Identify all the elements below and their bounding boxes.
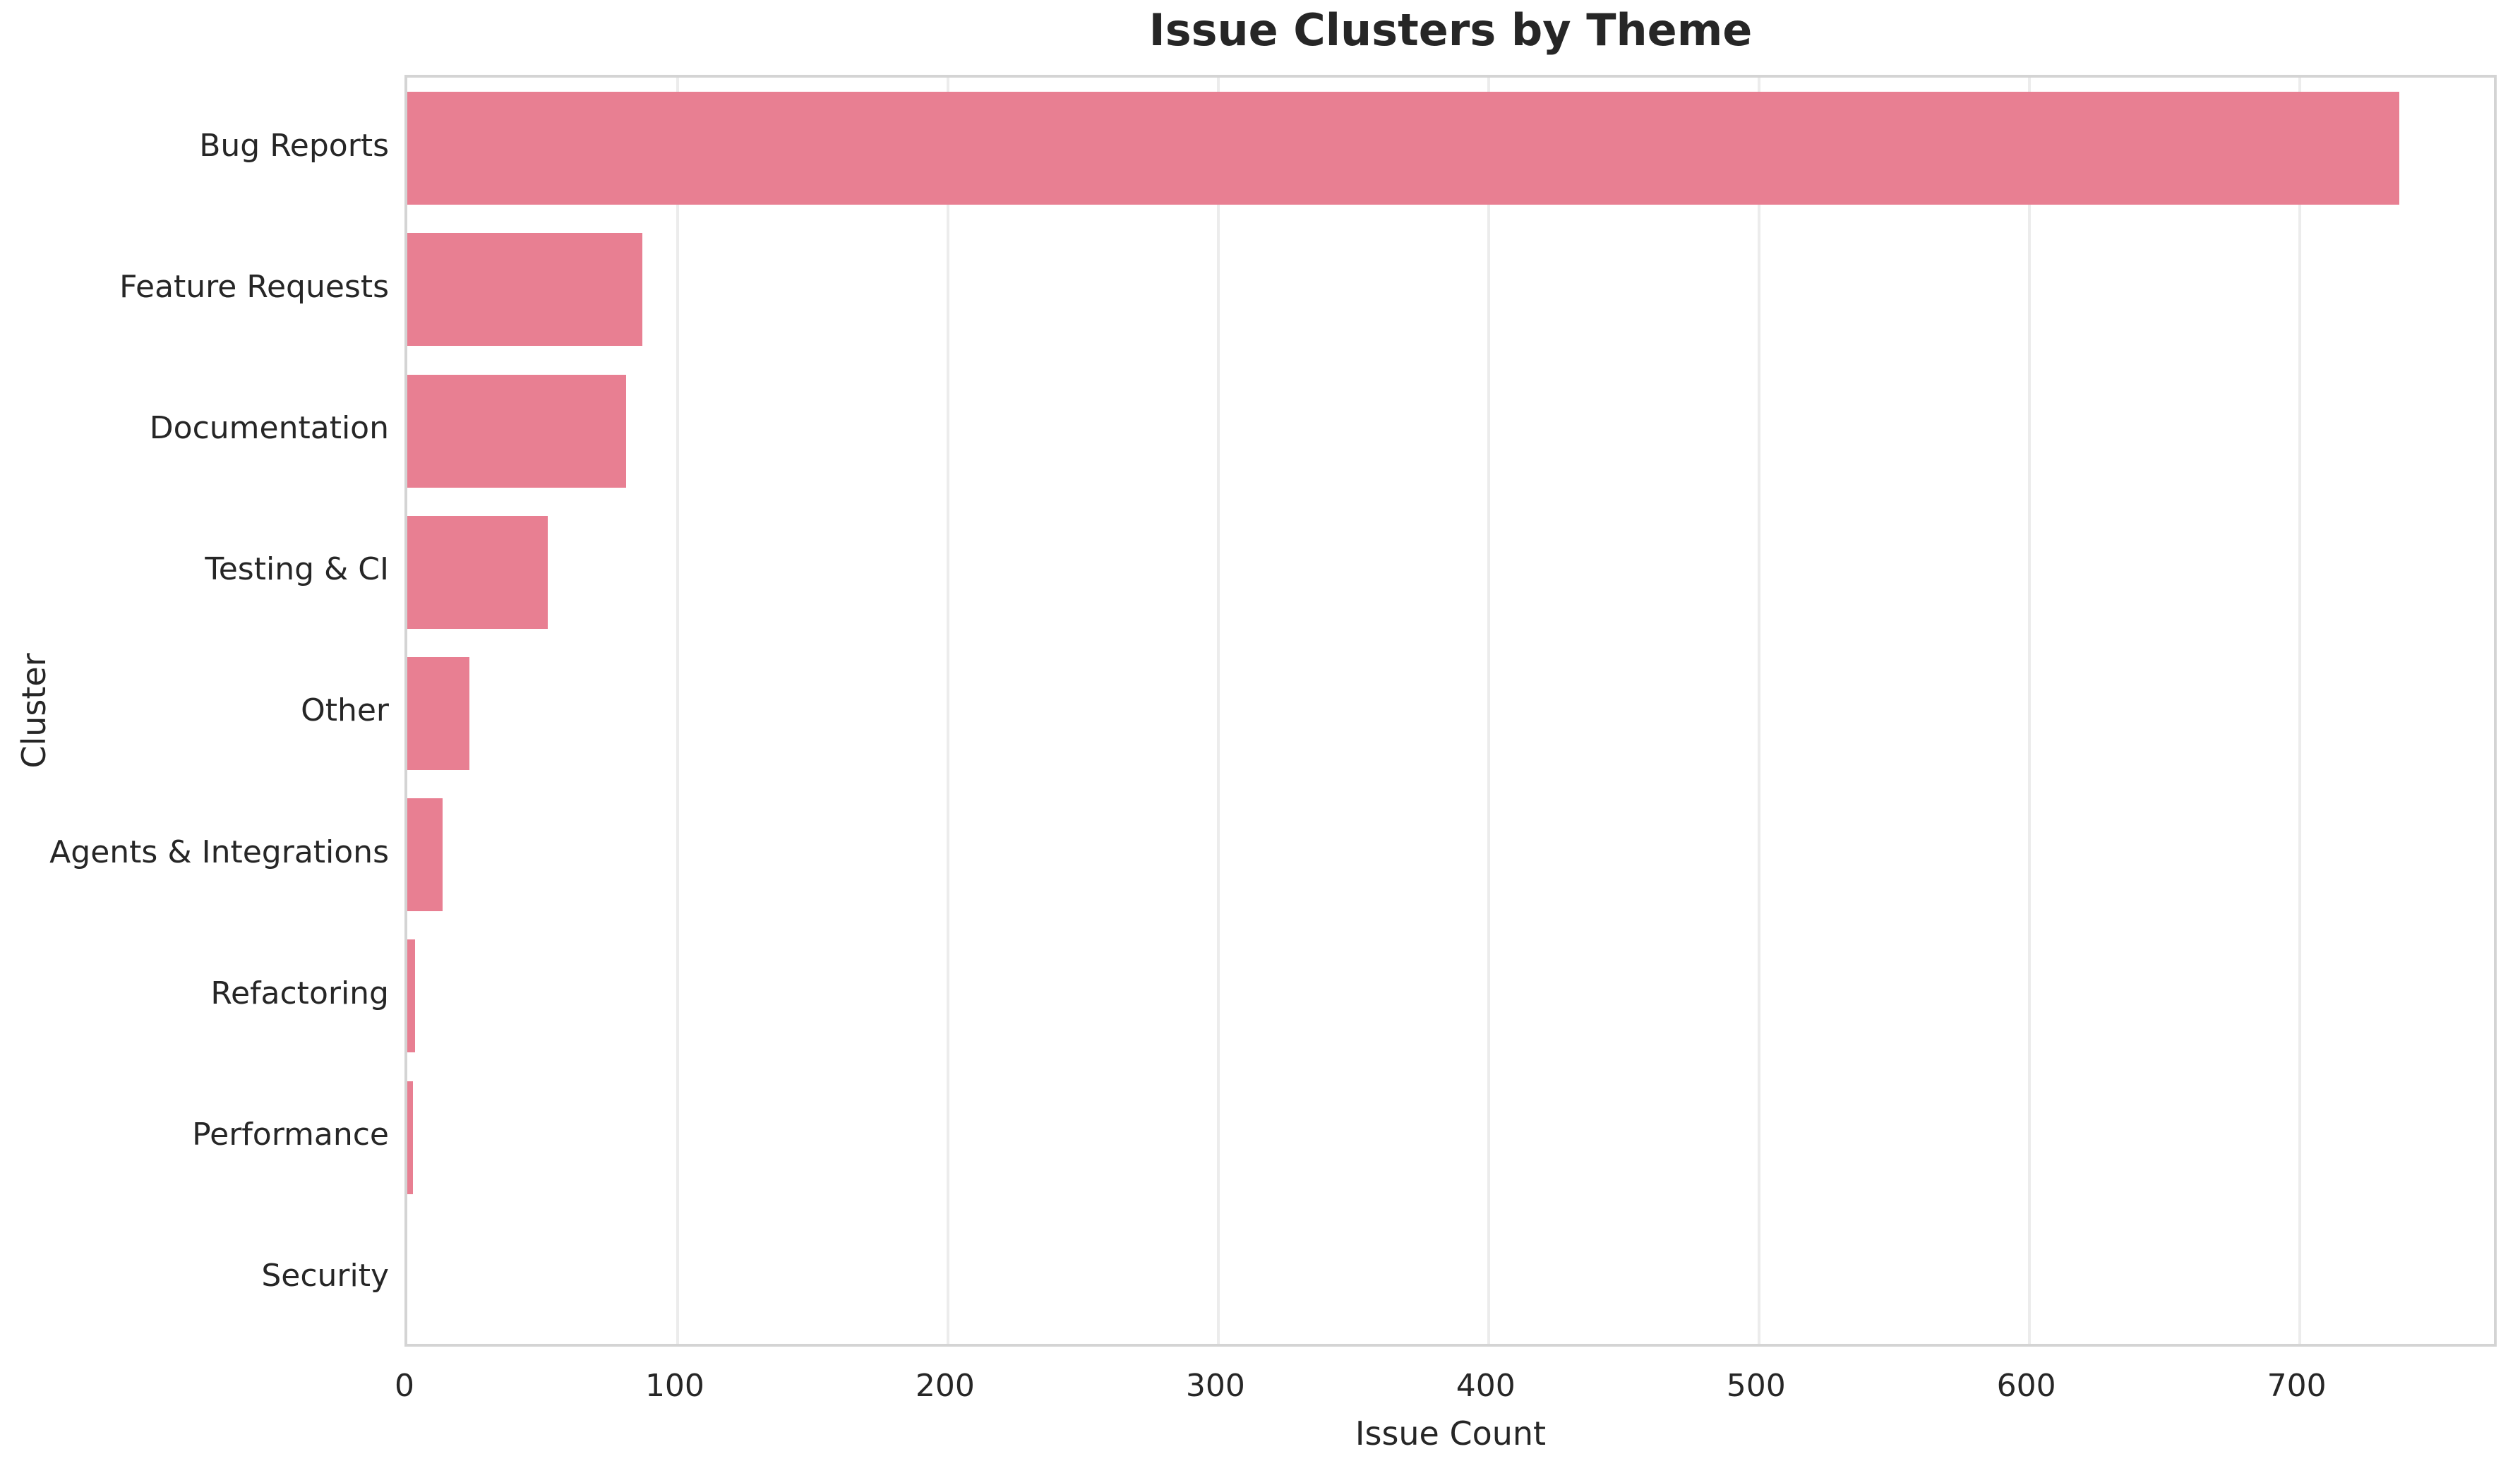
y-tick-label-refactoring: Refactoring <box>210 975 389 1011</box>
y-tick-label-agents-integrations: Agents & Integrations <box>49 834 389 870</box>
bar-feature-requests <box>407 233 642 346</box>
x-tick-label-100: 100 <box>644 1368 704 1404</box>
gridline-x-100 <box>676 78 679 1344</box>
x-axis-label: Issue Count <box>1355 1414 1547 1453</box>
x-tick-label-300: 300 <box>1185 1368 1245 1404</box>
y-tick-label-feature-requests: Feature Requests <box>119 268 389 305</box>
x-tick-label-600: 600 <box>1996 1368 2056 1404</box>
gridline-x-500 <box>1757 78 1760 1344</box>
bar-documentation <box>407 375 626 488</box>
x-tick-label-500: 500 <box>1726 1368 1786 1404</box>
y-tick-label-other: Other <box>301 692 389 729</box>
y-tick-label-performance: Performance <box>192 1117 389 1153</box>
gridline-x-600 <box>2027 78 2031 1344</box>
gridline-x-300 <box>1216 78 1220 1344</box>
bar-agents-integrations <box>407 798 443 911</box>
bar-other <box>407 657 469 770</box>
bar-performance <box>407 1081 413 1194</box>
x-tick-label-700: 700 <box>2267 1368 2327 1404</box>
gridline-x-700 <box>2298 78 2301 1344</box>
plot-area <box>404 75 2497 1347</box>
bar-bug-reports <box>407 92 2399 205</box>
gridline-x-400 <box>1487 78 1490 1344</box>
bar-testing-ci <box>407 516 548 629</box>
chart-title: Issue Clusters by Theme <box>1148 4 1753 56</box>
x-tick-label-0: 0 <box>395 1368 414 1404</box>
y-tick-label-bug-reports: Bug Reports <box>199 127 389 164</box>
x-tick-label-400: 400 <box>1456 1368 1516 1404</box>
x-tick-label-200: 200 <box>915 1368 975 1404</box>
y-tick-label-documentation: Documentation <box>149 410 389 447</box>
y-tick-label-testing-ci: Testing & CI <box>205 551 389 588</box>
gridline-x-200 <box>946 78 949 1344</box>
y-tick-label-security: Security <box>261 1258 389 1294</box>
bar-refactoring <box>407 939 415 1052</box>
